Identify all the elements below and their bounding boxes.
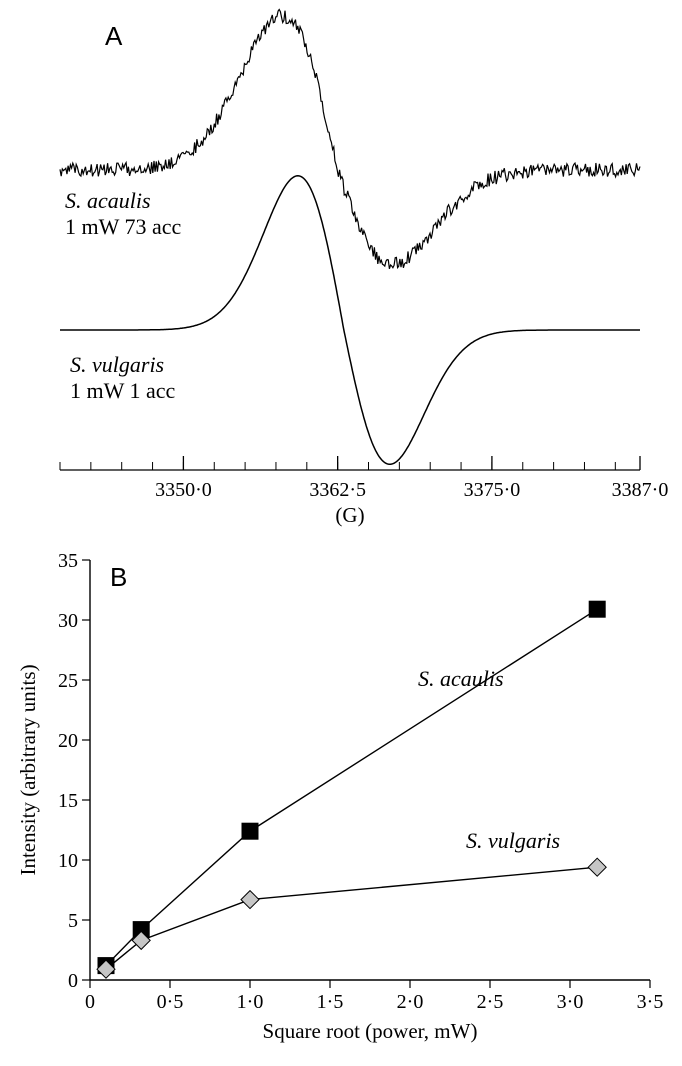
panel-b-xtick-label: 3·0 bbox=[557, 991, 584, 1013]
panel-a-trace-top-label: S. acaulis bbox=[65, 188, 151, 213]
panel-b-ytick-label: 35 bbox=[58, 550, 78, 572]
figure-svg: A3350·03362·53375·03387·0(G)S. acaulis1 … bbox=[0, 0, 682, 1066]
panel-b-series-line bbox=[106, 609, 597, 965]
panel-a-trace-top-sublabel: 1 mW 73 acc bbox=[65, 214, 182, 239]
panel-a-xtick-label: 3350·0 bbox=[155, 479, 212, 501]
panel-b-xtick-label: 3·5 bbox=[637, 991, 664, 1013]
panel-a-trace-bottom-label: S. vulgaris bbox=[70, 352, 164, 377]
panel-b-xtick-label: 0·5 bbox=[157, 991, 184, 1013]
panel-b-series-label: S. acaulis bbox=[418, 666, 504, 691]
panel-b-ytick-label: 25 bbox=[58, 670, 78, 692]
panel-b-xtick-label: 1·0 bbox=[237, 991, 264, 1013]
panel-b-ylabel: Intensity (arbitrary units) bbox=[16, 664, 40, 875]
panel-b-marker-diamond bbox=[241, 891, 259, 909]
panel-b-xtick-label: 0 bbox=[85, 991, 95, 1013]
panel-b-marker-square bbox=[242, 823, 258, 839]
figure-container: A3350·03362·53375·03387·0(G)S. acaulis1 … bbox=[0, 0, 682, 1066]
panel-b-ytick-label: 10 bbox=[58, 850, 78, 872]
panel-a-trace-bottom-sublabel: 1 mW 1 acc bbox=[70, 378, 176, 403]
panel-a-xtick-label: 3387·0 bbox=[612, 479, 669, 501]
panel-b-xlabel: Square root (power, mW) bbox=[263, 1019, 478, 1043]
panel-a-xtick-label: 3362·5 bbox=[309, 479, 366, 501]
panel-a-xtick-label: 3375·0 bbox=[464, 479, 521, 501]
panel-b-xtick-label: 1·5 bbox=[317, 991, 344, 1013]
panel-b-ytick-label: 0 bbox=[68, 970, 78, 992]
panel-b-marker-square bbox=[589, 601, 605, 617]
panel-a-xunit: (G) bbox=[335, 503, 364, 527]
panel-b-series-line bbox=[106, 867, 597, 969]
panel-b-ytick-label: 15 bbox=[58, 790, 78, 812]
panel-b-marker-diamond bbox=[588, 858, 606, 876]
panel-b-xtick-label: 2·5 bbox=[477, 991, 504, 1013]
panel-b-series-label: S. vulgaris bbox=[466, 828, 560, 853]
panel-b-label: B bbox=[110, 562, 127, 592]
panel-b-ytick-label: 20 bbox=[58, 730, 78, 752]
panel-a-label: A bbox=[105, 21, 123, 51]
panel-b-ytick-label: 5 bbox=[68, 910, 78, 932]
panel-b-ytick-label: 30 bbox=[58, 610, 78, 632]
panel-b-xtick-label: 2·0 bbox=[397, 991, 424, 1013]
